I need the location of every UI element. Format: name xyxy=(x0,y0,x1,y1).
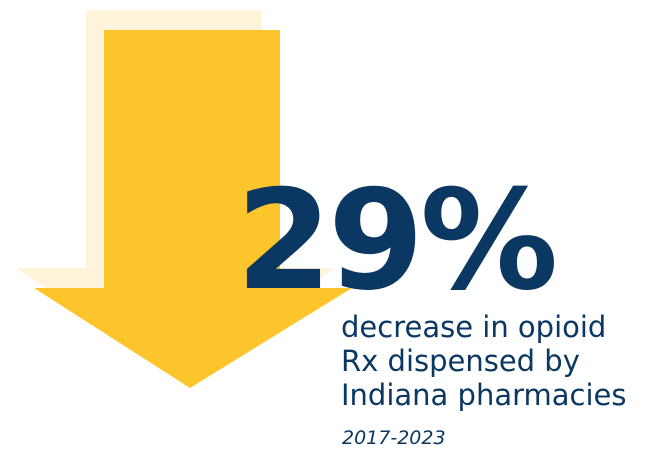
arrow-main-shape xyxy=(34,30,352,388)
stat-value: 29% xyxy=(236,160,558,321)
period-label: 2017-2023 xyxy=(342,427,446,449)
caption-line-2: Rx dispensed by xyxy=(341,344,580,378)
caption-line-3: Indiana pharmacies xyxy=(341,378,627,412)
caption-line-1: decrease in opioid xyxy=(341,310,607,344)
stat-caption: decrease in opioid Rx dispensed by India… xyxy=(341,310,626,412)
